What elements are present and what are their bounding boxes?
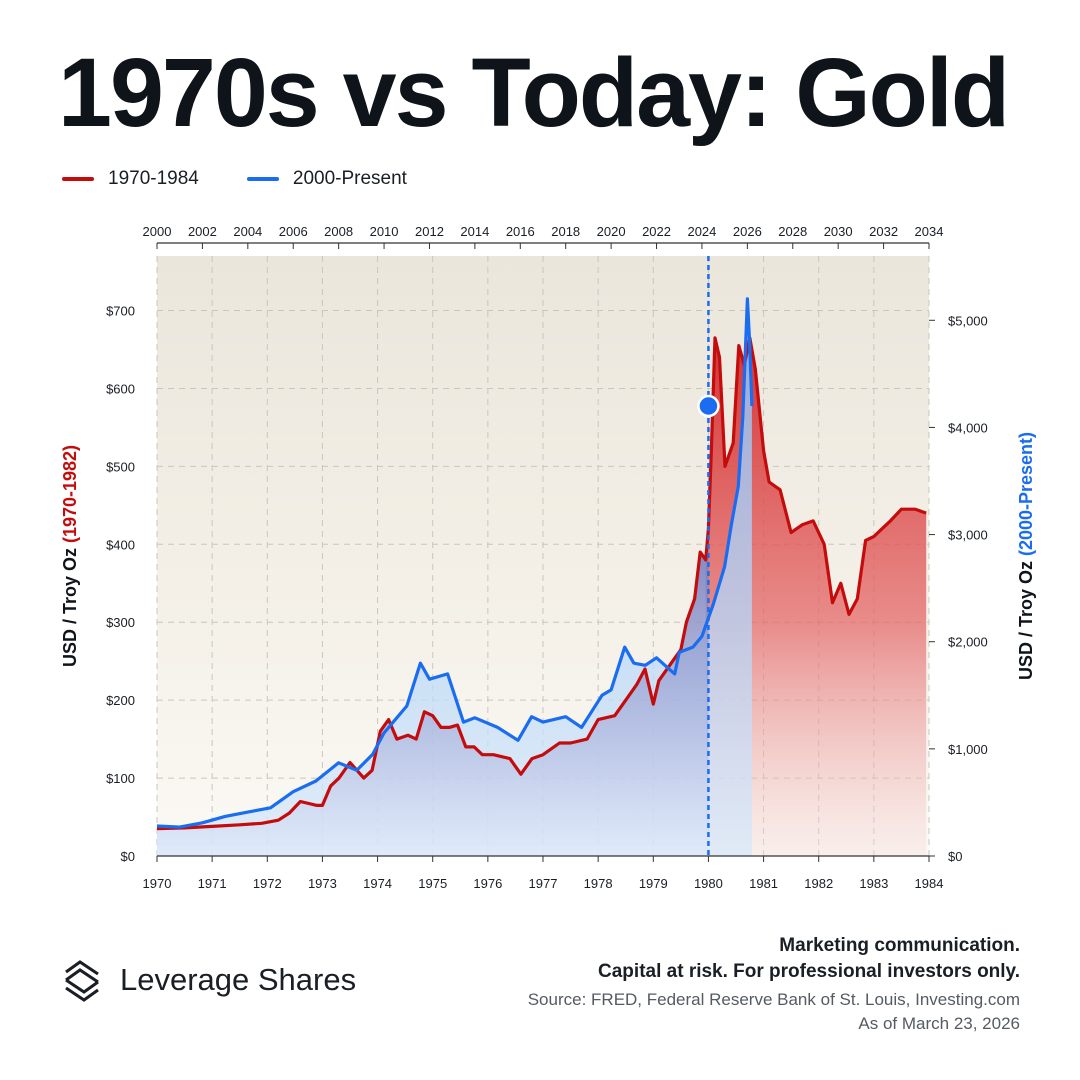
left-tick-label: $300 bbox=[106, 615, 135, 630]
left-axis-label-highlight: (1970-1982) bbox=[60, 445, 80, 543]
right-tick-label: $0 bbox=[948, 849, 962, 864]
x-tick-label: 1976 bbox=[473, 876, 502, 891]
left-tick-label: $200 bbox=[106, 693, 135, 708]
left-tick-label: $400 bbox=[106, 537, 135, 552]
legend-label-1970s: 1970-1984 bbox=[108, 168, 199, 189]
right-tick-label: $1,000 bbox=[948, 742, 988, 757]
top-tick-label: 2012 bbox=[415, 224, 444, 239]
right-tick-label: $4,000 bbox=[948, 420, 988, 435]
brand-name: Leverage Shares bbox=[120, 962, 357, 997]
right-tick-label: $3,000 bbox=[948, 528, 988, 543]
top-tick-label: 2016 bbox=[506, 224, 535, 239]
right-axis-label-prefix: USD / Troy Oz bbox=[1016, 556, 1036, 680]
left-tick-label: $600 bbox=[106, 381, 135, 396]
top-tick-label: 2004 bbox=[233, 224, 262, 239]
top-tick-label: 2034 bbox=[915, 224, 944, 239]
axes: 1970 1971 1972 1973 1974 1975 1976 1977 1978 1979… bbox=[106, 224, 988, 891]
right-tick-label: $5,000 bbox=[948, 313, 988, 328]
top-tick-label: 2030 bbox=[824, 224, 853, 239]
top-tick-label: 2008 bbox=[324, 224, 353, 239]
page-title: 1970s vs Today: Gold bbox=[58, 38, 1010, 147]
right-axis-label: USD / Troy Oz (2000-Present) bbox=[1016, 432, 1036, 680]
disclaimer-line-1: Marketing communication. bbox=[779, 935, 1020, 956]
top-tick-label: 2020 bbox=[597, 224, 626, 239]
x-tick-label: 1977 bbox=[529, 876, 558, 891]
left-axis-label-prefix: USD / Troy Oz bbox=[60, 543, 80, 667]
series-areas bbox=[157, 298, 927, 856]
area-1970-1984 bbox=[705, 337, 927, 856]
area-overlap bbox=[157, 528, 709, 856]
legend-swatch-red bbox=[62, 177, 94, 181]
x-tick-label: 1971 bbox=[198, 876, 227, 891]
leverage-shares-logo-icon bbox=[65, 960, 99, 1002]
left-tick-label: $0 bbox=[121, 849, 135, 864]
line-2000-present bbox=[156, 297, 754, 829]
x-tick-label: 1979 bbox=[639, 876, 668, 891]
source-date: As of March 23, 2026 bbox=[858, 1014, 1020, 1033]
top-tick-label: 2032 bbox=[869, 224, 898, 239]
series-lines bbox=[156, 256, 927, 856]
left-tick-label: $100 bbox=[106, 771, 135, 786]
x-tick-label: 1974 bbox=[363, 876, 392, 891]
legend-item-1970s[interactable]: 1970-1984 bbox=[62, 168, 199, 190]
top-tick-label: 2022 bbox=[642, 224, 671, 239]
x-tick-label: 1970 bbox=[143, 876, 172, 891]
x-tick-label: 1982 bbox=[804, 876, 833, 891]
area-2000-present bbox=[157, 298, 752, 856]
x-tick-label: 1983 bbox=[859, 876, 888, 891]
top-tick-label: 2014 bbox=[460, 224, 489, 239]
left-tick-label: $700 bbox=[106, 304, 135, 319]
source-note: Source: FRED, Federal Reserve Bank of St… bbox=[528, 988, 1020, 1036]
x-tick-label: 1975 bbox=[418, 876, 447, 891]
disclaimer: Marketing communication. Capital at risk… bbox=[598, 933, 1020, 985]
legend-item-today[interactable]: 2000-Present bbox=[246, 168, 407, 190]
current-value-marker bbox=[697, 394, 720, 418]
source-line-1: Source: FRED, Federal Reserve Bank of St… bbox=[527, 990, 1020, 1009]
right-tick-label: $2,000 bbox=[948, 635, 988, 650]
x-tick-label: 1978 bbox=[584, 876, 613, 891]
chart-legend: 1970-1984 2000-Present bbox=[62, 168, 407, 190]
top-tick-label: 2028 bbox=[778, 224, 807, 239]
left-tick-label: $500 bbox=[106, 459, 135, 474]
legend-label-today: 2000-Present bbox=[292, 168, 407, 189]
x-tick-label: 1981 bbox=[749, 876, 778, 891]
left-axis-label: USD / Troy Oz (1970-1982) bbox=[60, 445, 80, 667]
brand-logo[interactable]: Leverage Shares bbox=[60, 958, 356, 1002]
top-tick-label: 2018 bbox=[551, 224, 580, 239]
gold-comparison-chart: 1970 1971 1972 1973 1974 1975 1976 1977 1978 1979… bbox=[60, 224, 1036, 891]
right-axis-label-highlight: (2000-Present) bbox=[1016, 432, 1036, 556]
disclaimer-line-2: Capital at risk. For professional invest… bbox=[598, 961, 1020, 982]
line-1970-1984 bbox=[156, 336, 927, 831]
x-tick-label: 1972 bbox=[253, 876, 282, 891]
top-tick-label: 2024 bbox=[687, 224, 716, 239]
x-tick-label: 1973 bbox=[308, 876, 337, 891]
top-tick-label: 2006 bbox=[279, 224, 308, 239]
top-tick-label: 2010 bbox=[370, 224, 399, 239]
top-tick-label: 2026 bbox=[733, 224, 762, 239]
top-tick-label: 2000 bbox=[143, 224, 172, 239]
x-tick-label: 1984 bbox=[915, 876, 944, 891]
top-tick-label: 2002 bbox=[188, 224, 217, 239]
legend-swatch-blue bbox=[246, 177, 279, 181]
x-tick-label: 1980 bbox=[694, 876, 723, 891]
